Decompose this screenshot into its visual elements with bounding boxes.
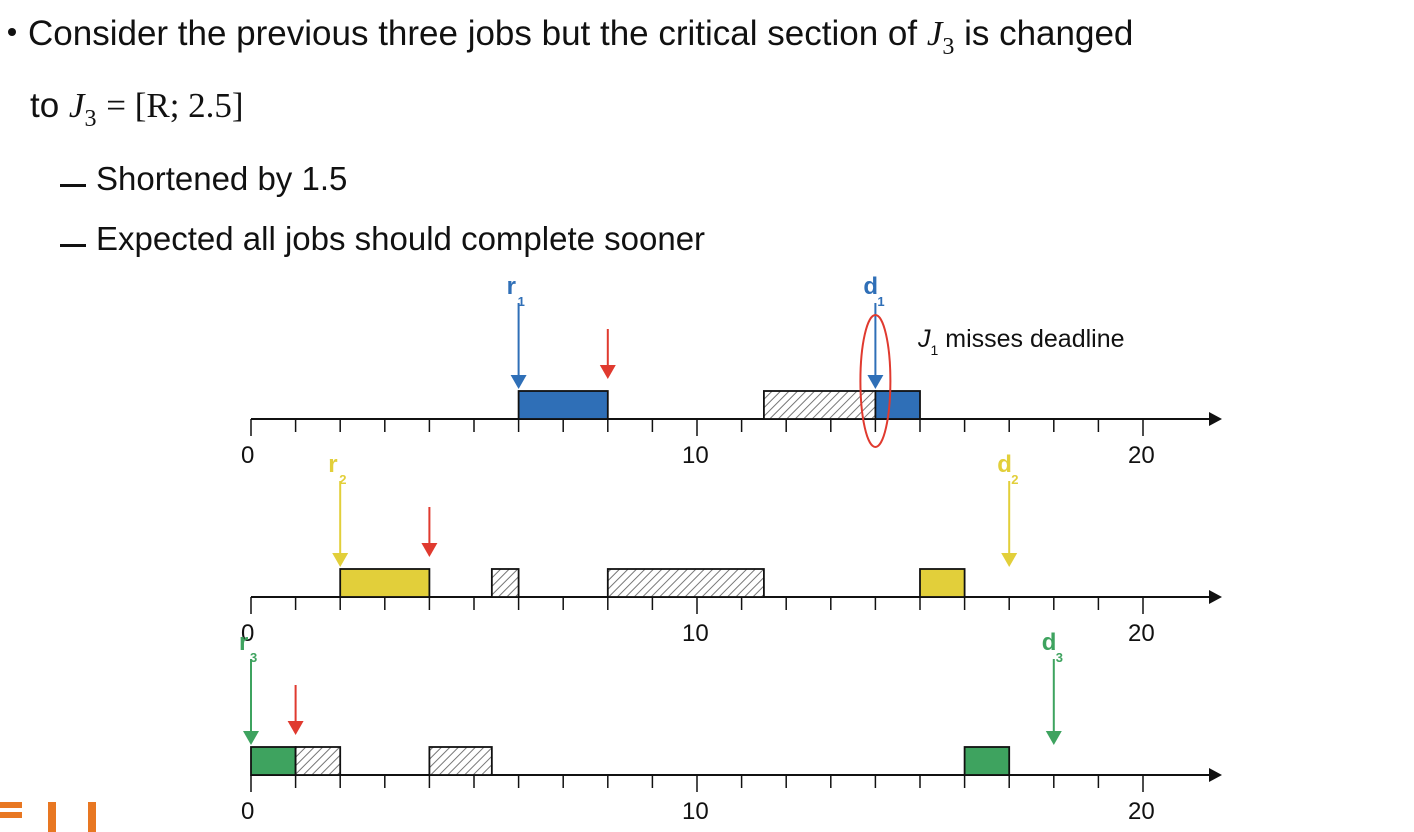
job1-deadline-subscript: 1 [877, 294, 884, 309]
job3-release-subscript: 3 [250, 650, 257, 665]
job2-release-arrow-head [332, 553, 349, 567]
job3-deadline-subscript: 3 [1056, 650, 1063, 665]
job3-tick-label: 0 [241, 798, 254, 825]
job-symbol-2: J3 [68, 86, 97, 132]
job2-lock-request-arrow-head [421, 543, 438, 557]
job2-axis-arrow [1209, 590, 1222, 604]
job1-release-subscript: 1 [518, 294, 525, 309]
job1-tick-label: 10 [682, 442, 709, 469]
job3-segment-blocked [294, 746, 342, 776]
job2-release-label: r [328, 451, 337, 478]
bullet-text-suffix: is changed [954, 14, 1134, 53]
job3-tick-label: 10 [682, 798, 709, 825]
job3-deadline-label: d [1042, 629, 1057, 656]
job2-segment-executing [919, 568, 966, 598]
sub-bullet-1: Shortened by 1.5 [60, 160, 347, 198]
job3-segment-blocked [428, 746, 493, 776]
job1-axis-arrow [1209, 412, 1222, 426]
job2-tick-label: 10 [682, 620, 709, 647]
job1-deadline-label: d [863, 273, 878, 300]
job2-tick-label: 0 [241, 620, 254, 647]
job2-deadline-label: d [997, 451, 1012, 478]
job2-release-subscript: 2 [339, 472, 346, 487]
job-symbol: J3 [926, 14, 955, 60]
job2-tick-label: 20 [1128, 620, 1155, 647]
job3-axis-arrow [1209, 768, 1222, 782]
job1-deadline-highlight [859, 314, 892, 448]
job1-segment-blocked [763, 390, 877, 420]
bullet-main-line2: to J3 = [R; 2.5] [30, 86, 244, 132]
bullet-main-line1: Consider the previous three jobs but the… [8, 14, 1134, 60]
sub-bullet-2: Expected all jobs should complete sooner [60, 220, 705, 258]
job1-segment-executing [874, 390, 921, 420]
job3-release-arrow-head [243, 731, 259, 745]
job3-deadline-arrow-head [1045, 731, 1062, 745]
job3-lock-request-arrow-head [287, 721, 304, 735]
job1-release-arrow-head [510, 375, 527, 389]
job2-deadline-subscript: 2 [1011, 472, 1018, 487]
job1-release-label: r [507, 273, 516, 300]
job1-tick-label: 20 [1128, 442, 1155, 469]
job3-tick-label: 20 [1128, 798, 1155, 825]
job2-segment-blocked [606, 568, 765, 598]
bullet-dot [8, 27, 16, 36]
job1-lock-request-arrow-head [599, 365, 616, 379]
job2-deadline-arrow-head [1001, 553, 1018, 567]
job1-segment-executing [517, 390, 609, 420]
job1-tick-label: 0 [241, 442, 254, 469]
university-logo [0, 802, 96, 832]
job3-release-label: r [239, 629, 248, 656]
job2-segment-executing [339, 568, 431, 598]
job3-segment-executing [250, 746, 297, 776]
deadline-miss-annotation: J1 misses deadline [918, 325, 1125, 358]
job2-segment-blocked [490, 568, 520, 598]
job3-segment-executing [963, 746, 1011, 776]
bullet-text: Consider the previous three jobs but the… [28, 14, 927, 53]
job1-deadline-arrow-head [867, 375, 884, 389]
equation-rhs: = [R; 2.5] [106, 86, 244, 125]
